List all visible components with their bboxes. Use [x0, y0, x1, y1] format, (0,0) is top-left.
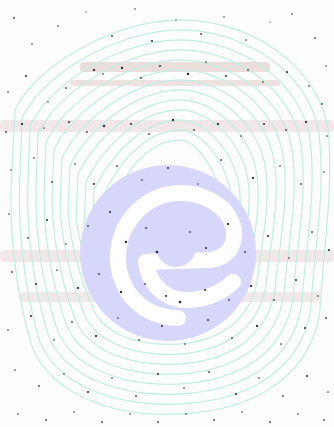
circular-e-logo-icon [80, 165, 256, 341]
speckle-noise [5, 8, 330, 423]
